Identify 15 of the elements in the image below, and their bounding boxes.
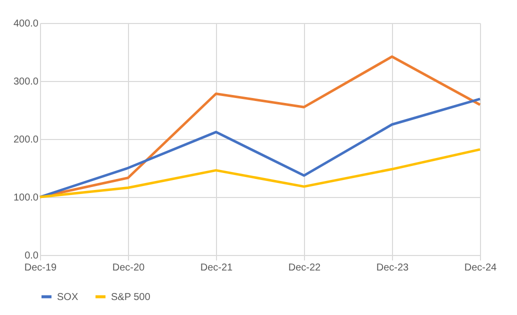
legend-label: S&P 500 — [111, 292, 151, 303]
y-tick-label: 200.0 — [13, 134, 39, 146]
x-tick-label: Dec-19 — [24, 262, 58, 274]
line-series — [38, 98, 482, 198]
x-tick-label: Dec-22 — [288, 262, 322, 274]
x-tick-label: Dec-21 — [200, 262, 234, 274]
x-tick-label: Dec-24 — [464, 262, 498, 274]
y-tick-label: 300.0 — [13, 76, 39, 88]
x-tick-label: Dec-23 — [376, 262, 410, 274]
y-tick-label: 400.0 — [13, 18, 39, 30]
x-tick-label: Dec-20 — [112, 262, 146, 274]
line-series — [38, 148, 482, 198]
y-tick-label: 100.0 — [13, 192, 39, 204]
legend-label: SOX — [57, 292, 78, 303]
y-tick-label: 0.0 — [24, 250, 39, 262]
